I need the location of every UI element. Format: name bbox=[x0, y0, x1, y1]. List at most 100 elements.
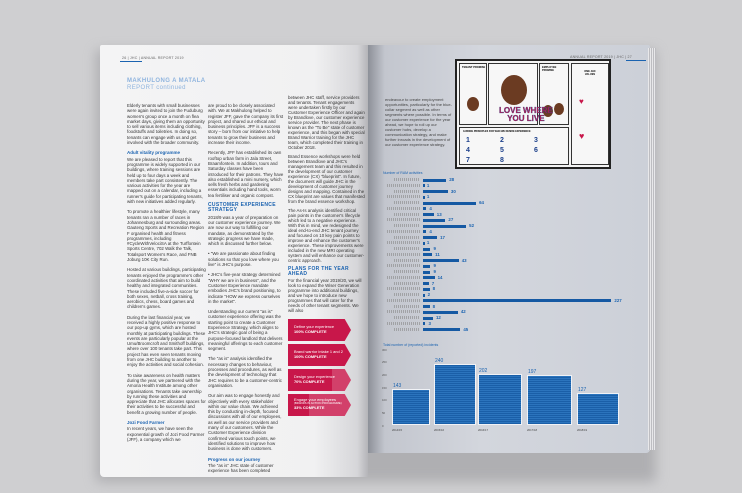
slogan-line-2: YOU LIVE bbox=[507, 114, 545, 123]
progress-remaining bbox=[332, 369, 351, 391]
step-status: 100% COMPLETE bbox=[294, 354, 327, 359]
category-label bbox=[387, 195, 420, 199]
section-heading: CUSTOMER EXPERIENCE STRATEGY bbox=[208, 202, 276, 214]
value-label: 7 bbox=[431, 280, 435, 286]
value-label: 45 bbox=[463, 326, 469, 332]
x-tick-label: 2016/17 bbox=[478, 428, 489, 432]
category-label bbox=[394, 316, 420, 319]
left-page: 26 | JHC | ANNUAL REPORT 2019 MAKHULONG … bbox=[100, 45, 368, 477]
page-header: ANNUAL REPORT 2019 | JHC | 27 bbox=[570, 55, 632, 59]
bar bbox=[423, 322, 426, 326]
principles-title: GUIDING PRINCIPLES FOR WHO WE DESIRE EXP… bbox=[463, 130, 531, 133]
page-edges bbox=[648, 48, 656, 450]
girl-illustration bbox=[554, 103, 564, 115]
value-label: 30 bbox=[450, 188, 456, 194]
text-column-3: between JHC staff, service providers and… bbox=[288, 95, 365, 419]
section-heading: Progress on our journey bbox=[208, 456, 261, 462]
value-label: 240 bbox=[435, 358, 444, 365]
bar bbox=[577, 392, 619, 425]
paragraph: are proud to be closely associated with.… bbox=[208, 103, 284, 146]
heart-icon: ♥ bbox=[579, 97, 584, 106]
progress-steps: Define your experience 100% COMPLETE Brand… bbox=[288, 319, 365, 416]
progress-step: Engage your employees (BRANDS IN ACTION P… bbox=[288, 394, 351, 416]
paragraph: Hosted at various buildings, participati… bbox=[127, 267, 206, 310]
bar bbox=[423, 236, 438, 239]
column-3-text: between JHC staff, service providers and… bbox=[288, 95, 365, 313]
values-panel: ONE JHC VALUES bbox=[571, 63, 609, 165]
category-label bbox=[394, 201, 420, 204]
category-label bbox=[394, 304, 420, 308]
slogan: LOVE WHERE YOU LIVE bbox=[499, 106, 553, 123]
intro-text: endeavour to create employment opportuni… bbox=[385, 97, 452, 147]
value-label: 4 bbox=[429, 205, 432, 211]
page-title: MAKHULONG A MATALA REPORT continued bbox=[127, 78, 206, 91]
progress-step: Define your experience 100% COMPLETE bbox=[288, 319, 351, 341]
value-label: 13 bbox=[436, 211, 442, 217]
value-label: 28 bbox=[449, 177, 455, 183]
paragraph: Our aim was to engage honestly and objec… bbox=[208, 393, 282, 452]
chart-title: Number of RAM activities bbox=[383, 171, 423, 175]
section-heading: Adult vitality programme bbox=[127, 150, 181, 156]
y-tick-label: 0 bbox=[382, 423, 384, 428]
paragraph: Elderly tenants with small businesses we… bbox=[127, 103, 205, 146]
x-tick-label: 2018/19 bbox=[577, 428, 588, 432]
tenant-promise-panel: TENANT PROMISE bbox=[459, 63, 487, 125]
category-label bbox=[394, 212, 420, 216]
bar bbox=[423, 207, 427, 211]
paragraph: The "as is" analysis identified the nece… bbox=[208, 356, 282, 388]
bar bbox=[423, 276, 435, 280]
bar bbox=[423, 201, 477, 205]
category-label bbox=[394, 270, 420, 273]
bar bbox=[423, 213, 434, 216]
value-label: 64 bbox=[479, 200, 484, 206]
paragraph: • "We are passionate about finding solut… bbox=[208, 251, 279, 268]
y-tick-label: 200 bbox=[382, 372, 387, 377]
progress-step: Brand warrior intake 1 and 2 100% COMPLET… bbox=[288, 344, 351, 366]
value-label: 3 bbox=[428, 320, 431, 326]
value-label: 197 bbox=[528, 369, 537, 376]
category-label bbox=[394, 293, 420, 296]
principle-number: 2 bbox=[500, 137, 504, 144]
bar bbox=[392, 388, 430, 425]
y-tick-label: 50 bbox=[382, 410, 386, 415]
principle-number: 3 bbox=[534, 137, 538, 144]
woman-illustration bbox=[543, 105, 553, 117]
category-label bbox=[394, 178, 420, 181]
chart-title: Total number of (reported) incidents bbox=[383, 343, 439, 347]
value-label: 127 bbox=[578, 386, 587, 393]
category-label bbox=[387, 275, 420, 279]
category-label bbox=[387, 287, 420, 291]
value-label: 1 bbox=[426, 182, 430, 188]
y-tick-label: 100 bbox=[382, 398, 387, 403]
value-label: 1 bbox=[426, 240, 430, 246]
value-label: 17 bbox=[440, 234, 445, 240]
paragraph: Brand Essence workshops were held betwee… bbox=[288, 154, 365, 204]
text-column-1: Elderly tenants with small businesses we… bbox=[127, 103, 207, 447]
bar bbox=[423, 282, 429, 285]
text-column-2: are proud to be closely associated with.… bbox=[208, 103, 284, 477]
section-heading: Jozi Food Farmer bbox=[127, 420, 165, 426]
category-label bbox=[394, 224, 420, 227]
panel-label: TENANT PROMISE bbox=[462, 66, 486, 69]
paragraph: In recent years, we have seen the expone… bbox=[127, 426, 205, 442]
bar bbox=[423, 184, 425, 188]
heart-hands-icon: ♥ bbox=[579, 131, 585, 141]
paragraph: Understanding our current "as is" custom… bbox=[208, 309, 283, 352]
category-label bbox=[387, 183, 420, 187]
bar bbox=[423, 264, 431, 268]
category-label bbox=[394, 189, 420, 193]
bar bbox=[423, 230, 427, 234]
category-label bbox=[394, 327, 420, 331]
paragraph: The As-Is analysis identified critical p… bbox=[288, 208, 365, 263]
principle-number: 4 bbox=[466, 147, 470, 154]
bar bbox=[478, 373, 522, 425]
right-page: ANNUAL REPORT 2019 | JHC | 27 endeavour … bbox=[368, 45, 650, 453]
bar bbox=[434, 364, 476, 425]
principle-number: 5 bbox=[500, 147, 504, 154]
progress-remaining bbox=[308, 394, 351, 416]
value-label: 42 bbox=[460, 309, 466, 315]
step-status: 100% COMPLETE bbox=[294, 329, 327, 334]
category-label bbox=[394, 281, 420, 285]
step-label: Define your experience bbox=[294, 324, 335, 329]
bar bbox=[423, 190, 448, 193]
